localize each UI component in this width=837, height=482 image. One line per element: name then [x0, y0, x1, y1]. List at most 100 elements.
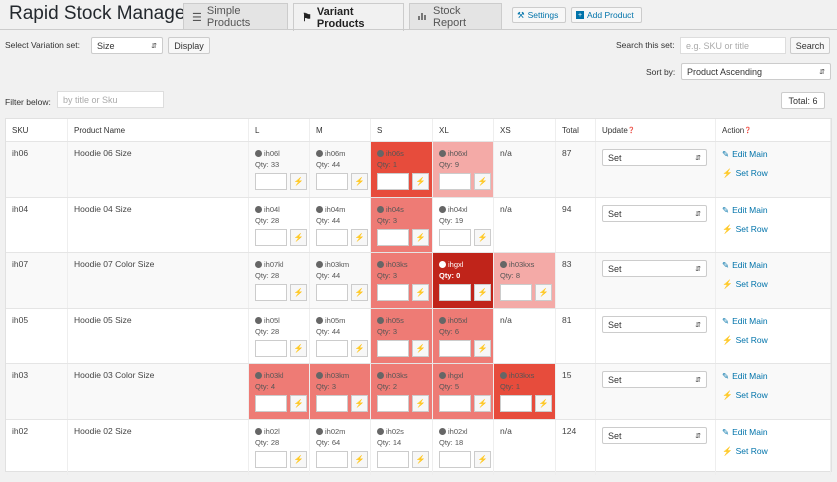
filter-input-field[interactable]: [63, 94, 158, 105]
bolt-icon[interactable]: ⚡: [412, 451, 429, 468]
bolt-icon[interactable]: ⚡: [474, 229, 491, 246]
bolt-icon[interactable]: ⚡: [351, 451, 368, 468]
bolt-icon[interactable]: ⚡: [412, 229, 429, 246]
update-select[interactable]: Set ⇵: [602, 205, 707, 222]
qty-input[interactable]: [439, 340, 471, 357]
info-icon: [377, 206, 384, 213]
bolt-icon[interactable]: ⚡: [474, 173, 491, 190]
sku-cell: ih07: [6, 253, 68, 308]
variation-set-select[interactable]: Size ⇵: [91, 37, 163, 54]
qty-input[interactable]: [377, 451, 409, 468]
tab-stock-report[interactable]: Stock Report: [409, 3, 502, 30]
qty-input[interactable]: [377, 395, 409, 412]
qty-input[interactable]: [255, 229, 287, 246]
filter-input[interactable]: [57, 91, 164, 108]
variant-cell: ih03km Qty: 44 ⚡: [310, 253, 371, 308]
bolt-icon[interactable]: ⚡: [351, 340, 368, 357]
bolt-icon[interactable]: ⚡: [290, 173, 307, 190]
table-row: ih02 Hoodie 02 Size ih02l Qty: 28 ⚡ ih02m Qty:…: [6, 419, 831, 475]
qty-input[interactable]: [377, 284, 409, 301]
update-select[interactable]: Set ⇵: [602, 371, 707, 388]
qty-input[interactable]: [255, 340, 287, 357]
sort-select[interactable]: Product Ascending ⇵: [681, 63, 831, 80]
qty-input[interactable]: [316, 340, 348, 357]
bolt-icon[interactable]: ⚡: [290, 395, 307, 412]
set-row-link[interactable]: ⚡ Set Row: [722, 331, 824, 350]
edit-main-link[interactable]: ✎ Edit Main: [722, 145, 824, 164]
update-select[interactable]: Set ⇵: [602, 316, 707, 333]
help-icon[interactable]: ❓: [744, 127, 752, 134]
variant-qty: Qty: 1: [377, 160, 398, 169]
qty-input[interactable]: [316, 284, 348, 301]
bolt-icon[interactable]: ⚡: [351, 395, 368, 412]
qty-input[interactable]: [255, 284, 287, 301]
row-total: 15: [562, 370, 572, 380]
bolt-icon[interactable]: ⚡: [474, 340, 491, 357]
info-icon: [255, 206, 262, 213]
bolt-icon[interactable]: ⚡: [412, 395, 429, 412]
edit-main-link[interactable]: ✎ Edit Main: [722, 201, 824, 220]
bolt-icon[interactable]: ⚡: [474, 395, 491, 412]
qty-input[interactable]: [377, 229, 409, 246]
update-select[interactable]: Set ⇵: [602, 260, 707, 277]
bolt-icon[interactable]: ⚡: [535, 395, 552, 412]
qty-input[interactable]: [377, 340, 409, 357]
tab-variant-products[interactable]: ⚑ Variant Products: [293, 3, 404, 31]
edit-main-link[interactable]: ✎ Edit Main: [722, 256, 824, 275]
update-cell: Set ⇵: [596, 364, 716, 419]
set-row-link[interactable]: ⚡ Set Row: [722, 164, 824, 183]
bolt-icon[interactable]: ⚡: [351, 284, 368, 301]
bolt-icon[interactable]: ⚡: [412, 284, 429, 301]
qty-input[interactable]: [255, 395, 287, 412]
qty-input[interactable]: [255, 173, 287, 190]
set-row-link[interactable]: ⚡ Set Row: [722, 275, 824, 294]
info-icon: [255, 261, 262, 268]
row-total: 94: [562, 204, 572, 214]
qty-input[interactable]: [316, 229, 348, 246]
add-product-button[interactable]: + Add Product: [571, 7, 642, 23]
bolt-icon[interactable]: ⚡: [290, 340, 307, 357]
bolt-icon[interactable]: ⚡: [474, 284, 491, 301]
bolt-icon[interactable]: ⚡: [351, 173, 368, 190]
action-cell: ✎ Edit Main ⚡ Set Row: [716, 253, 831, 308]
qty-input[interactable]: [439, 395, 471, 412]
update-select[interactable]: Set ⇵: [602, 149, 707, 166]
qty-input[interactable]: [316, 173, 348, 190]
qty-input[interactable]: [439, 173, 471, 190]
set-row-link[interactable]: ⚡ Set Row: [722, 386, 824, 405]
bolt-icon[interactable]: ⚡: [290, 451, 307, 468]
qty-input[interactable]: [439, 229, 471, 246]
qty-input[interactable]: [316, 451, 348, 468]
bolt-icon[interactable]: ⚡: [290, 284, 307, 301]
edit-main-link[interactable]: ✎ Edit Main: [722, 367, 824, 386]
search-input[interactable]: [680, 37, 786, 54]
bolt-icon[interactable]: ⚡: [290, 229, 307, 246]
set-row-link[interactable]: ⚡ Set Row: [722, 442, 824, 461]
bolt-icon[interactable]: ⚡: [474, 451, 491, 468]
qty-input[interactable]: [500, 395, 532, 412]
column-header: XL: [433, 119, 494, 141]
bolt-icon: ⚡: [722, 279, 733, 289]
variant-qty: Qty: 14: [377, 438, 402, 447]
qty-input[interactable]: [439, 284, 471, 301]
qty-input[interactable]: [316, 395, 348, 412]
tab-simple-products[interactable]: ☰ Simple Products: [183, 3, 288, 30]
bolt-icon[interactable]: ⚡: [412, 340, 429, 357]
column-header: Product Name: [68, 119, 249, 141]
bolt-icon[interactable]: ⚡: [351, 229, 368, 246]
bolt-icon[interactable]: ⚡: [535, 284, 552, 301]
search-input-field[interactable]: [686, 40, 780, 51]
edit-main-link[interactable]: ✎ Edit Main: [722, 423, 824, 442]
search-button[interactable]: Search: [790, 37, 830, 54]
qty-input[interactable]: [500, 284, 532, 301]
edit-main-link[interactable]: ✎ Edit Main: [722, 312, 824, 331]
qty-input[interactable]: [255, 451, 287, 468]
display-button[interactable]: Display: [168, 37, 210, 54]
settings-button[interactable]: ⚒ Settings: [512, 7, 566, 23]
qty-input[interactable]: [377, 173, 409, 190]
help-icon[interactable]: ❓: [627, 127, 636, 134]
bolt-icon[interactable]: ⚡: [412, 173, 429, 190]
set-row-link[interactable]: ⚡ Set Row: [722, 220, 824, 239]
qty-input[interactable]: [439, 451, 471, 468]
update-select[interactable]: Set ⇵: [602, 427, 707, 444]
